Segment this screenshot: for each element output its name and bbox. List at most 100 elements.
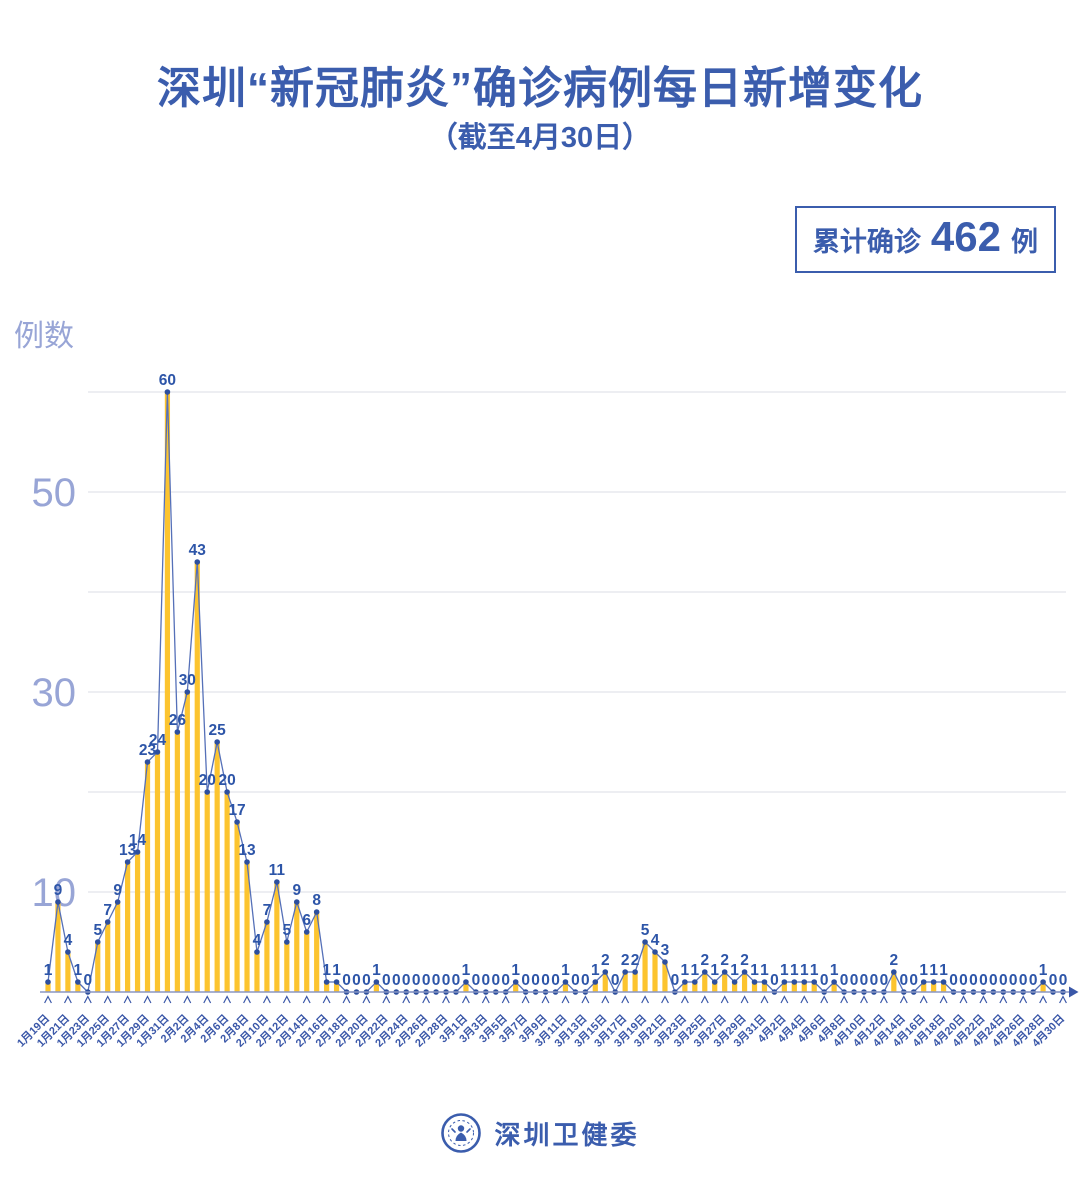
data-points bbox=[45, 389, 1066, 995]
value-label: 1 bbox=[681, 962, 690, 979]
data-point bbox=[114, 899, 121, 905]
value-label: 1 bbox=[462, 962, 471, 979]
value-label: 0 bbox=[442, 972, 451, 989]
bar bbox=[921, 982, 927, 992]
value-label: 1 bbox=[800, 962, 809, 979]
data-point bbox=[791, 979, 798, 985]
badge-value: 462 bbox=[930, 213, 1001, 260]
bar bbox=[891, 972, 897, 992]
value-label: 1 bbox=[74, 962, 83, 979]
data-point bbox=[701, 969, 708, 975]
bar bbox=[712, 982, 718, 992]
bar bbox=[115, 902, 121, 992]
bar bbox=[254, 952, 260, 992]
bar bbox=[105, 922, 111, 992]
bar bbox=[55, 902, 61, 992]
data-point bbox=[562, 979, 569, 985]
value-label: 0 bbox=[422, 972, 431, 989]
data-point bbox=[682, 979, 688, 985]
value-label: 8 bbox=[312, 892, 321, 909]
data-point bbox=[323, 979, 330, 985]
value-label: 2 bbox=[720, 952, 729, 969]
page-title: 深圳“新冠肺炎”确诊病例每日新增变化 bbox=[157, 64, 923, 113]
y-tick-labels: 10 30 50 bbox=[32, 471, 77, 915]
bar bbox=[134, 852, 141, 992]
value-label: 5 bbox=[641, 922, 650, 939]
bar bbox=[65, 952, 71, 992]
x-tick-labels: 1月19日1月21日1月23日1月25日1月27日1月29日1月31日2月2日2… bbox=[14, 1012, 1067, 1050]
bar bbox=[125, 862, 131, 992]
data-point bbox=[313, 909, 320, 915]
value-label: 0 bbox=[531, 972, 540, 989]
data-point bbox=[920, 979, 927, 985]
data-point bbox=[711, 979, 718, 985]
data-point bbox=[692, 979, 698, 985]
bar bbox=[1040, 982, 1046, 992]
data-point bbox=[55, 899, 61, 905]
value-label: 1 bbox=[730, 962, 739, 979]
bar bbox=[741, 972, 748, 992]
data-point bbox=[463, 979, 469, 985]
value-label: 1 bbox=[790, 962, 799, 979]
svg-text:10: 10 bbox=[32, 871, 77, 915]
bar bbox=[513, 982, 519, 992]
data-point bbox=[831, 979, 837, 985]
data-point bbox=[224, 789, 230, 795]
bar bbox=[702, 972, 708, 992]
data-point bbox=[194, 559, 201, 565]
value-label: 0 bbox=[412, 972, 421, 989]
data-point bbox=[642, 939, 648, 945]
value-label: 1 bbox=[780, 962, 789, 979]
value-label: 0 bbox=[482, 972, 491, 989]
value-label: 0 bbox=[959, 972, 968, 989]
data-point bbox=[781, 979, 788, 985]
data-point bbox=[104, 919, 111, 925]
bars bbox=[45, 392, 1046, 992]
value-label: 0 bbox=[909, 972, 918, 989]
value-label: 17 bbox=[228, 802, 245, 819]
value-label: 2 bbox=[631, 952, 640, 969]
data-point bbox=[134, 849, 141, 855]
data-point bbox=[751, 979, 758, 985]
value-label: 1 bbox=[561, 962, 570, 979]
bar bbox=[314, 912, 320, 992]
data-point bbox=[184, 689, 191, 695]
data-point bbox=[622, 969, 628, 975]
value-label: 0 bbox=[770, 972, 779, 989]
value-label: 1 bbox=[691, 962, 700, 979]
value-label: 1 bbox=[830, 962, 839, 979]
value-label: 0 bbox=[979, 972, 988, 989]
value-label: 0 bbox=[402, 972, 411, 989]
bar bbox=[652, 952, 658, 992]
data-point bbox=[254, 949, 260, 955]
bar bbox=[632, 972, 638, 992]
bar bbox=[751, 982, 758, 992]
bar bbox=[931, 982, 937, 992]
value-label: 4 bbox=[253, 932, 262, 949]
value-label: 1 bbox=[750, 962, 759, 979]
data-point bbox=[731, 979, 738, 985]
data-point bbox=[45, 979, 51, 985]
value-label: 0 bbox=[541, 972, 550, 989]
value-label: 1 bbox=[1039, 962, 1048, 979]
data-point bbox=[264, 919, 270, 925]
value-label: 20 bbox=[218, 772, 235, 789]
badge-unit: 例 bbox=[1011, 227, 1038, 257]
bar bbox=[722, 972, 728, 992]
value-label: 0 bbox=[352, 972, 361, 989]
gridlines bbox=[88, 391, 1066, 893]
value-label: 2 bbox=[890, 952, 899, 969]
value-label: 1 bbox=[710, 962, 719, 979]
value-label: 0 bbox=[949, 972, 958, 989]
data-point bbox=[652, 949, 658, 955]
value-label: 1 bbox=[44, 962, 53, 979]
value-label: 26 bbox=[169, 712, 187, 729]
data-point bbox=[144, 759, 151, 765]
bar bbox=[274, 882, 280, 992]
footer: 深圳卫健委 bbox=[0, 1112, 1080, 1154]
value-label: 0 bbox=[342, 972, 351, 989]
bar bbox=[642, 942, 648, 992]
data-point bbox=[174, 729, 181, 735]
value-label: 0 bbox=[571, 972, 580, 989]
